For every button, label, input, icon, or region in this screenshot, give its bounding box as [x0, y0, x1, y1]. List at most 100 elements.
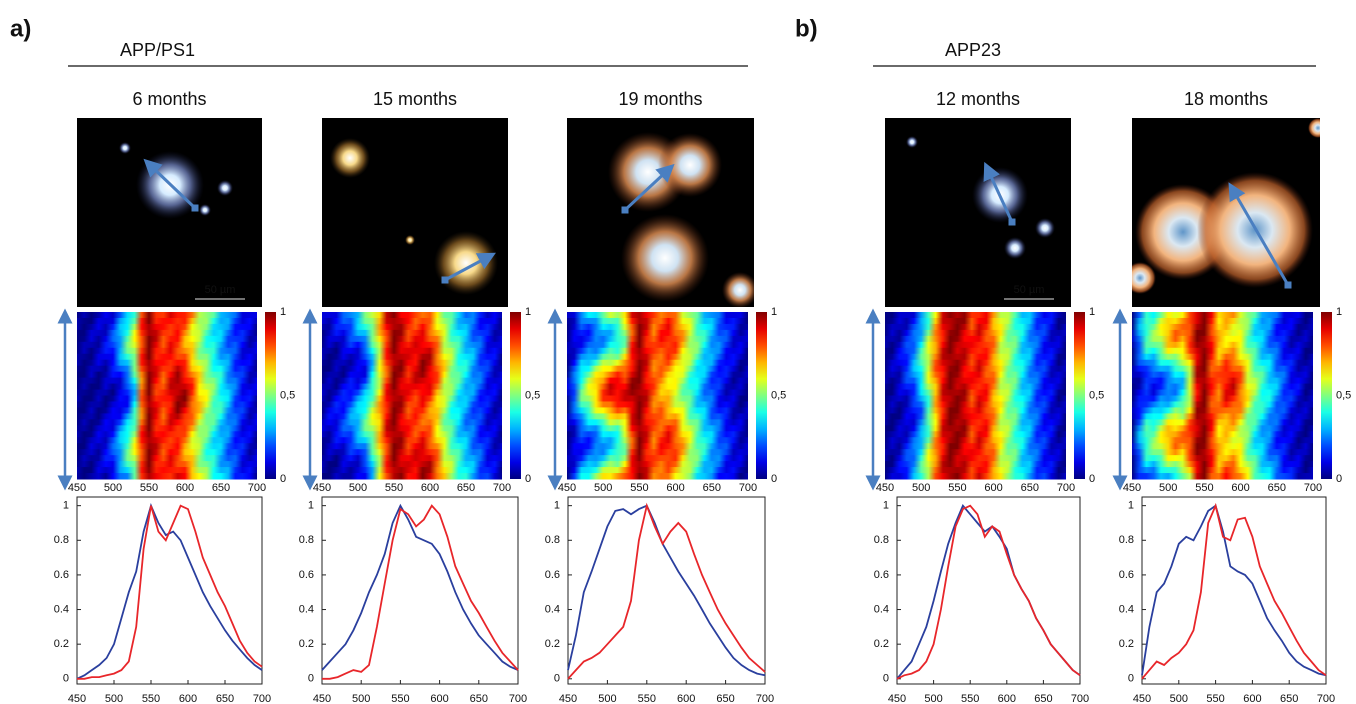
x-tick-label: 550 [1206, 693, 1224, 704]
x-tick-label: 600 [1243, 693, 1261, 704]
heatmap-row [1132, 395, 1313, 402]
plaque [1308, 118, 1320, 138]
x-tick-label: 550 [961, 693, 979, 704]
heatmap-x-tick-label: 700 [493, 482, 511, 494]
heatmap-x-tick-label: 450 [68, 482, 86, 494]
plot-frame [1141, 496, 1327, 685]
y-tick-label: 0.2 [545, 638, 560, 650]
spectrum-line [1141, 502, 1327, 680]
heatmap-row [885, 413, 1066, 420]
heatmap-row [567, 312, 748, 319]
colorbar-tick-label: 0 [1089, 473, 1095, 485]
heatmap-row [885, 449, 1066, 456]
heatmap-row [322, 323, 502, 331]
heatmap-row [885, 431, 1066, 438]
heatmap-row [77, 347, 257, 355]
heatmap-row [1132, 413, 1313, 420]
x-tick-label: 450 [1133, 693, 1151, 704]
heatmap-row [1132, 443, 1313, 450]
heatmap-row [885, 395, 1066, 402]
heatmap-row [1132, 389, 1313, 396]
heatmap-row [885, 365, 1066, 373]
scale-bar-label: 50 µm [205, 284, 236, 296]
plaque [1004, 237, 1026, 259]
heatmap-row [885, 419, 1066, 426]
heatmap-row [77, 323, 257, 331]
profile-arrow [623, 163, 675, 212]
heatmap-row [885, 329, 1066, 337]
heatmap-row [1132, 431, 1313, 438]
heatmap-row [567, 341, 748, 349]
plaque [621, 214, 709, 302]
heatmap-x-tick-label: 700 [739, 482, 757, 494]
heatmap-row [885, 389, 1066, 396]
heatmap-row [567, 449, 748, 456]
x-tick-label: 500 [924, 693, 942, 704]
heatmap-row [567, 395, 748, 402]
heatmap-row [1132, 335, 1313, 343]
y-tick-label: 0.6 [299, 569, 314, 581]
heatmap-x-tick-label: 500 [594, 482, 612, 494]
heatmap-row [77, 401, 257, 408]
heatmap-row [1132, 383, 1313, 391]
heatmap-row [1132, 467, 1313, 474]
heatmap-row [322, 389, 502, 396]
y-tick-label: 0.2 [1119, 638, 1134, 650]
x-tick-label: 450 [313, 693, 331, 704]
x-tick-label: 600 [677, 693, 695, 704]
plaque [405, 235, 415, 245]
y-tick-label: 0 [308, 673, 314, 685]
profile-arrow [143, 158, 197, 210]
spectrum-line [1141, 504, 1327, 677]
heatmap-row [885, 312, 1066, 319]
heatmap-x-tick-label: 650 [457, 482, 475, 494]
heatmap-x-tick-label: 500 [1159, 482, 1177, 494]
colorbar-tick-label: 0,5 [525, 389, 540, 401]
heatmap-x-tick-label: 450 [558, 482, 576, 494]
heatmap-row [77, 437, 257, 444]
x-tick-label: 650 [216, 693, 234, 704]
micrograph [885, 118, 1071, 307]
plaque [1035, 218, 1055, 238]
colorbar-tick-label: 0 [525, 473, 531, 485]
heatmap-row [885, 371, 1066, 379]
heatmap-row [567, 473, 748, 480]
heatmap-row [77, 329, 257, 337]
heatmap-row [885, 383, 1066, 391]
colorbar-tick-label: 0 [1336, 473, 1342, 485]
heatmap-row [567, 359, 748, 367]
heatmap-row [322, 335, 502, 343]
colorbar-tick-label: 0,5 [771, 389, 786, 401]
panel-title: 12 months [936, 89, 1020, 109]
heatmap-row [567, 443, 748, 450]
heatmap-row [567, 353, 748, 361]
x-tick-label: 650 [716, 693, 734, 704]
y-tick-label: 0.4 [1119, 603, 1134, 615]
scale-bar-label: 50 µm [1014, 284, 1045, 296]
heatmap-row [567, 377, 748, 385]
heatmap-row [322, 407, 502, 414]
heatmap-row [885, 335, 1066, 343]
heatmap-x-tick-label: 450 [876, 482, 894, 494]
y-tick-label: 0 [554, 673, 560, 685]
heatmap-row [322, 341, 502, 349]
heatmap-row [567, 407, 748, 414]
heatmap-row [322, 383, 502, 391]
heatmap-x-tick-label: 600 [666, 482, 684, 494]
x-tick-label: 600 [998, 693, 1016, 704]
heatmap-row [885, 407, 1066, 414]
x-tick-label: 700 [1317, 693, 1335, 704]
heatmap-row [567, 455, 748, 462]
heatmap-row [885, 467, 1066, 474]
profile-start [1284, 281, 1292, 289]
heatmap-row [322, 312, 502, 319]
heatmap-row [322, 425, 502, 432]
heatmap-x-tick-label: 550 [1195, 482, 1213, 494]
x-tick-label: 550 [638, 693, 656, 704]
heatmap-row [885, 443, 1066, 450]
profile-start [191, 204, 199, 212]
x-tick-label: 450 [68, 693, 86, 704]
colorbar [510, 312, 521, 479]
panel-title: 19 months [618, 89, 702, 109]
heatmap-row [567, 389, 748, 396]
